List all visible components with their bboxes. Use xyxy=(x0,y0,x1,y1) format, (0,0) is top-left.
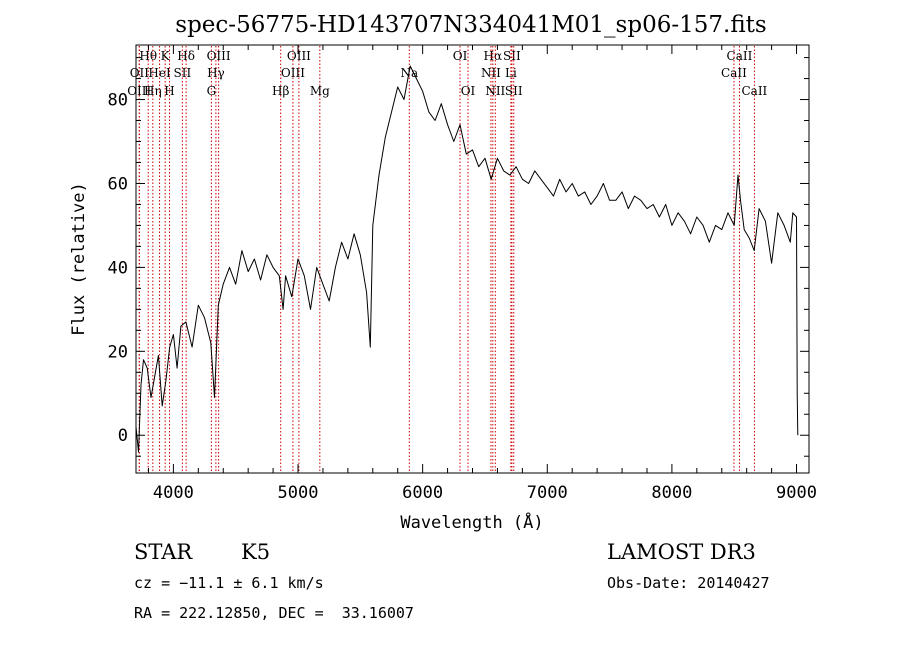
y-tick-label: 80 xyxy=(108,91,128,111)
line-label: NII xyxy=(481,66,501,80)
object-class: STAR xyxy=(134,540,193,564)
line-label: OIII xyxy=(207,49,231,63)
x-tick-label: 7000 xyxy=(527,483,568,503)
line-label: OIII xyxy=(287,49,311,63)
redshift-text: cz = −11.1 ± 6.1 km/s xyxy=(134,574,324,592)
x-tick-label: 6000 xyxy=(402,483,443,503)
spectrum-chart: spec-56775-HD143707N334041M01_sp06-157.f… xyxy=(69,12,817,533)
y-tick-label: 0 xyxy=(118,426,128,446)
line-label: OI xyxy=(453,49,468,63)
line-label: Li xyxy=(505,66,517,80)
plot-frame xyxy=(135,44,810,474)
x-tick-label: 9000 xyxy=(776,483,817,503)
line-label: Hη xyxy=(144,84,162,98)
line-label: CaII xyxy=(727,49,753,63)
line-label: NII xyxy=(485,84,505,98)
line-label: OIII xyxy=(281,66,305,80)
x-tick-label: 5000 xyxy=(278,483,319,503)
line-label: Hθ xyxy=(139,49,157,63)
line-label: Hγ xyxy=(207,66,225,80)
line-label: CaII xyxy=(721,66,747,80)
line-label: Hδ xyxy=(177,49,195,63)
line-label: Hα xyxy=(484,49,503,63)
survey-name: LAMOST DR3 xyxy=(607,540,756,564)
y-axis-label: Flux (relative) xyxy=(69,182,89,336)
axis-ticks: 4000 5000 6000 7000 8000 9000 0 20 40 60 80 xyxy=(108,45,817,503)
y-tick-label: 40 xyxy=(108,258,128,278)
x-tick-label: 8000 xyxy=(651,483,692,503)
line-label: K xyxy=(161,49,171,63)
line-label: SII xyxy=(503,49,521,63)
line-label: OII xyxy=(130,66,150,80)
coordinates: RA = 222.12850, DEC = 33.16007 xyxy=(134,604,414,622)
line-label: SII xyxy=(505,84,523,98)
line-label: Hβ xyxy=(272,84,289,98)
series-layer xyxy=(135,65,799,453)
line-label: CaII xyxy=(741,84,767,98)
line-label: SII xyxy=(174,66,192,80)
y-tick-label: 60 xyxy=(108,174,128,194)
line-label: Mg xyxy=(310,84,330,98)
line-label: OI xyxy=(461,84,476,98)
spectrum-line xyxy=(135,65,799,453)
line-label: H xyxy=(164,84,174,98)
line-label: HeI xyxy=(148,66,171,80)
x-axis-label: Wavelength (Å) xyxy=(400,511,543,533)
x-tick-label: 4000 xyxy=(153,483,194,503)
line-label: OIII xyxy=(127,84,151,98)
line-label: G xyxy=(207,84,217,98)
obs-date: Obs-Date: 20140427 xyxy=(607,574,770,592)
y-tick-label: 20 xyxy=(108,342,128,362)
object-subclass: K5 xyxy=(241,540,271,564)
chart-title: spec-56775-HD143707N334041M01_sp06-157.f… xyxy=(175,12,766,38)
